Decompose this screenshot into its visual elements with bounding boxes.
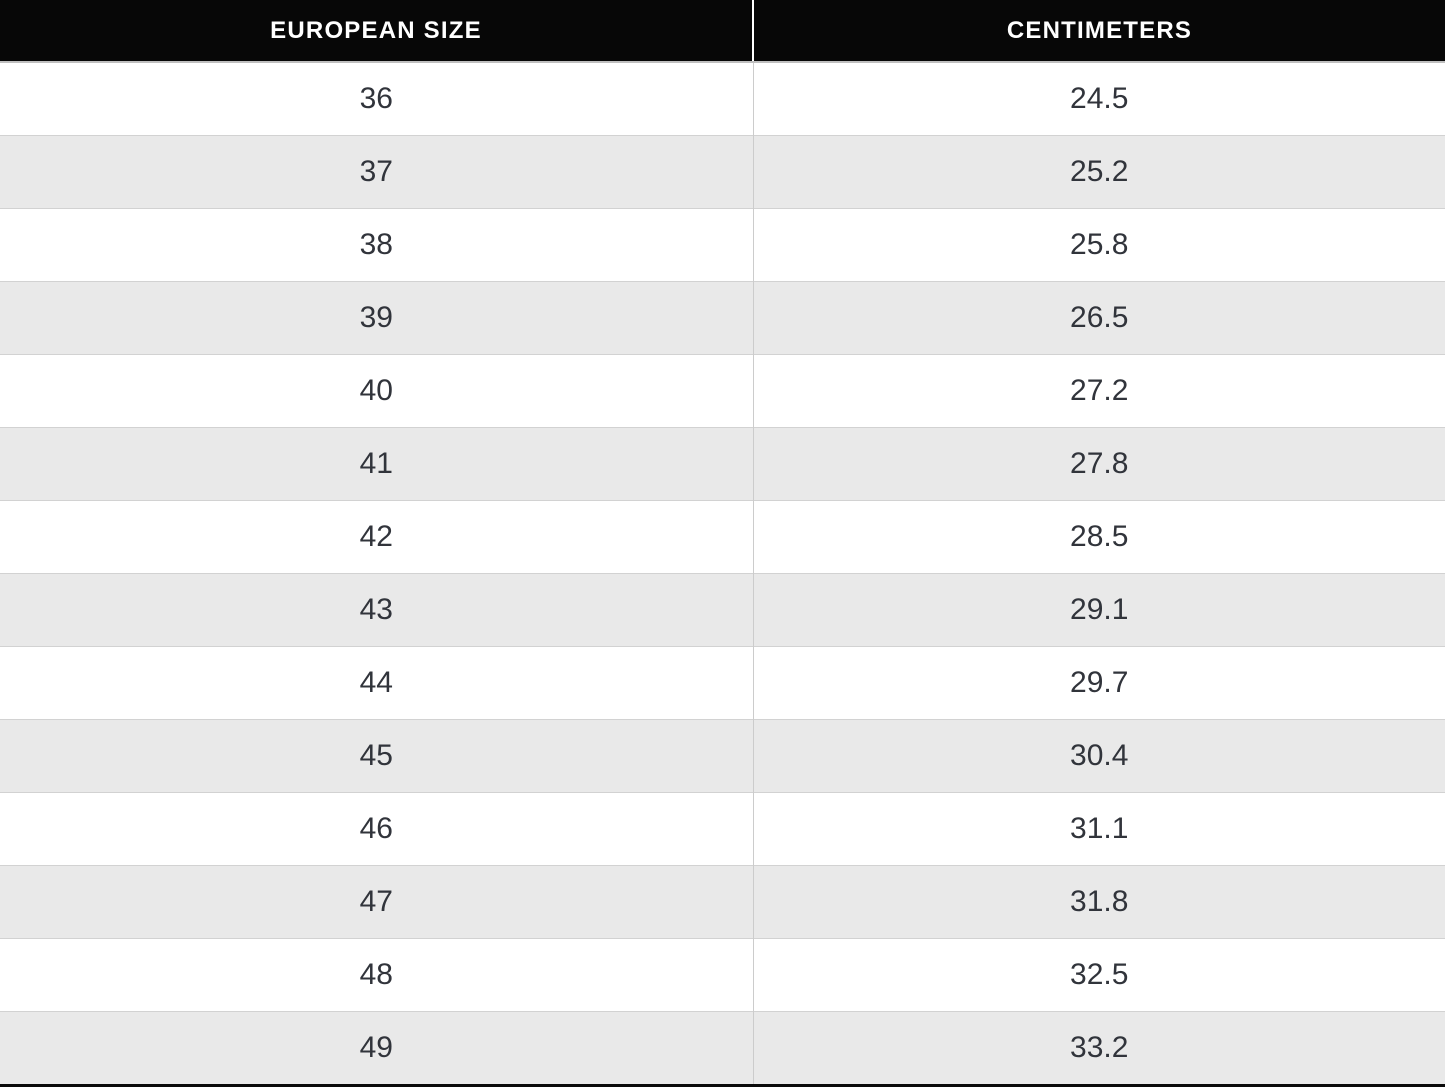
european-size-cell: 49 (0, 1011, 753, 1084)
centimeters-cell: 24.5 (752, 62, 1445, 136)
european-size-cell: 40 (0, 354, 753, 428)
centimeters-cell: 27.8 (752, 427, 1445, 501)
european-size-cell: 39 (0, 281, 753, 355)
centimeters-cell: 30.4 (752, 719, 1445, 793)
table-header: EUROPEAN SIZE CENTIMETERS (0, 0, 1445, 63)
column-header-european-size: EUROPEAN SIZE (0, 0, 753, 63)
centimeters-cell: 29.7 (752, 646, 1445, 720)
european-size-cell: 41 (0, 427, 753, 501)
table-row: 46 31.1 (0, 792, 1445, 866)
european-size-cell: 48 (0, 938, 753, 1012)
european-size-cell: 36 (359, 82, 393, 115)
european-size-cell: 43 (0, 573, 753, 647)
table-row: 39 26.5 (0, 281, 1445, 355)
european-size-cell: 46 (0, 792, 753, 866)
centimeters-cell: 29.1 (752, 573, 1445, 647)
european-size-cell: 47 (0, 865, 753, 939)
table-row: 36 24.5 (0, 62, 1445, 136)
header-row: EUROPEAN SIZE CENTIMETERS (0, 0, 1445, 63)
table-row: 45 30.4 (0, 719, 1445, 793)
centimeters-cell: 31.8 (752, 865, 1445, 939)
table-row: 43 29.1 (0, 573, 1445, 647)
centimeters-cell: 26.5 (752, 281, 1445, 355)
table-row: 38 25.8 (0, 208, 1445, 282)
table-row: 49 33.2 (0, 1011, 1445, 1084)
table-row: 41 27.8 (0, 427, 1445, 501)
centimeters-cell: 25.8 (752, 208, 1445, 282)
centimeters-cell: 33.2 (752, 1011, 1445, 1084)
european-size-cell: 45 (0, 719, 753, 793)
table-row: 40 27.2 (0, 354, 1445, 428)
centimeters-cell: 28.5 (752, 500, 1445, 574)
bottom-edge-strip (0, 1084, 1445, 1087)
table-row: 47 31.8 (0, 865, 1445, 939)
table-row: 48 32.5 (0, 938, 1445, 1012)
european-size-cell: 42 (0, 500, 753, 574)
european-size-cell: 38 (0, 208, 753, 282)
centimeters-cell: 25.2 (752, 135, 1445, 209)
table-row: 37 25.2 (0, 135, 1445, 209)
centimeters-cell: 27.2 (752, 354, 1445, 428)
column-header-centimeters: CENTIMETERS (752, 0, 1445, 63)
centimeters-cell: 32.5 (752, 938, 1445, 1012)
table-body: 36 24.5 37 25.2 38 25.8 39 26.5 40 27.2 41 27.8 42 28… (0, 62, 1445, 1084)
european-size-cell: 44 (0, 646, 753, 720)
table-row: 44 29.7 (0, 646, 1445, 720)
centimeters-cell: 31.1 (752, 792, 1445, 866)
european-size-cell: 37 (0, 135, 753, 209)
table-row: 42 28.5 (0, 500, 1445, 574)
